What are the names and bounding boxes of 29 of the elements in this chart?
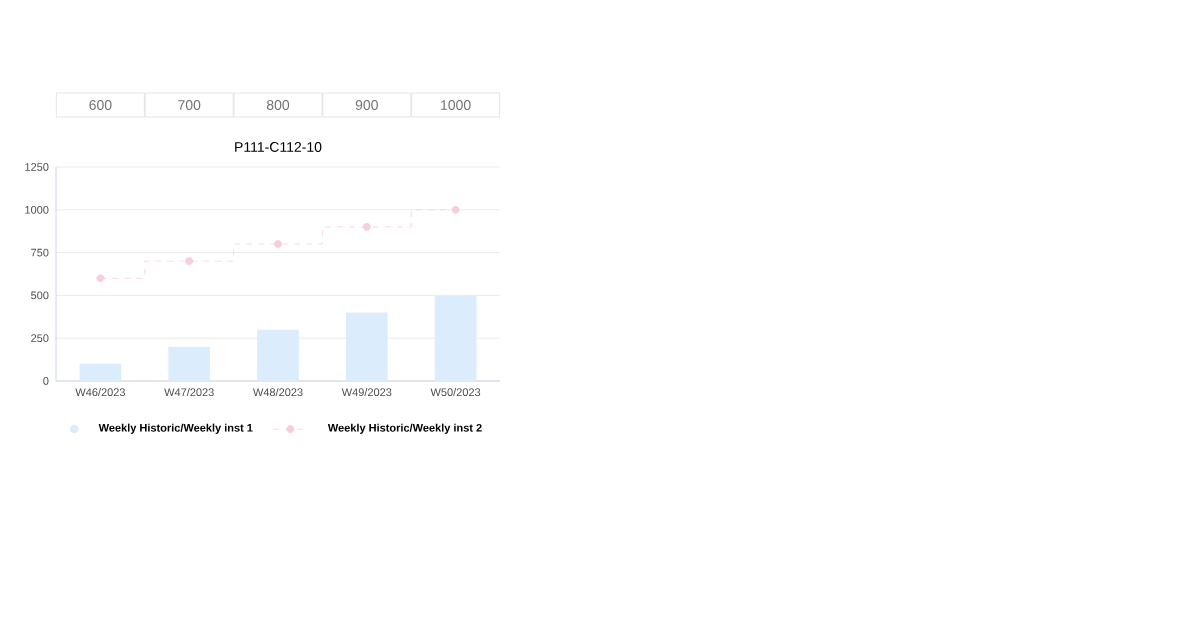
y-tick-label: 1000	[25, 205, 49, 214]
data-label: 600	[89, 100, 112, 110]
y-tick-label: 0	[43, 377, 49, 385]
x-tick-label: W46/2023	[75, 388, 125, 397]
point	[96, 274, 105, 283]
y-tick-label: 750	[31, 248, 49, 257]
y-tick-label: 500	[31, 291, 49, 300]
y-tick-label: 1250	[25, 163, 49, 171]
point	[274, 240, 282, 249]
x-tick-label: W50/2023	[430, 388, 481, 397]
bar	[434, 295, 477, 381]
x-tick-label: W47/2023	[164, 388, 214, 397]
bar	[345, 312, 388, 381]
bar	[168, 346, 211, 381]
chart-title: P111-C112-10	[235, 142, 322, 152]
point	[451, 205, 460, 214]
point	[362, 222, 371, 231]
legend-label: Weekly Historic/Weekly inst 2	[327, 423, 482, 434]
bar	[257, 329, 299, 381]
data-label: 900	[355, 100, 378, 110]
x-tick-label: W48/2023	[252, 388, 303, 397]
data-label: 1000	[441, 100, 471, 110]
point	[185, 257, 194, 266]
y-tick-label: 250	[31, 334, 49, 343]
data-label: 800	[266, 100, 290, 110]
bar	[79, 363, 122, 381]
legend-label: Weekly Historic/Weekly inst 1	[98, 423, 253, 434]
data-label: 700	[178, 100, 201, 110]
x-tick-label: W49/2023	[341, 388, 392, 397]
